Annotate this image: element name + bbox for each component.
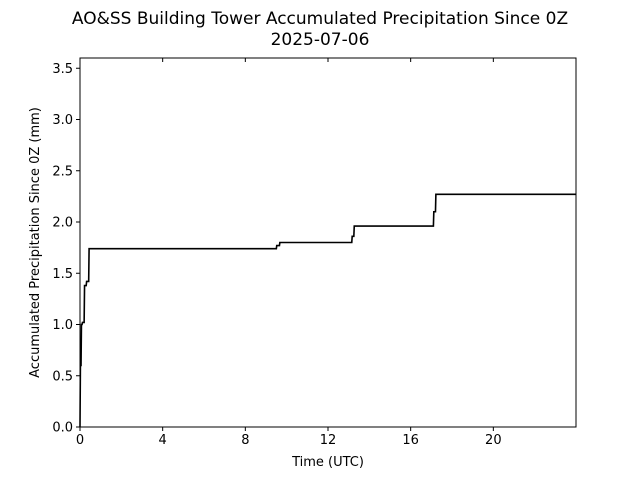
plot-frame <box>79 57 577 428</box>
y-tick-label: 3.0 <box>52 113 73 128</box>
x-tick-label: 0 <box>76 433 84 448</box>
x-tick-label: 4 <box>159 433 167 448</box>
x-tick-label: 20 <box>485 433 502 448</box>
x-axis-label: Time (UTC) <box>291 455 364 470</box>
x-tick-label: 16 <box>402 433 419 448</box>
tick-group: 0 4 8 12 16 20 0.0 0.5 1.0 1.5 2.0 2.5 3.0 3.5 <box>52 58 502 448</box>
x-tick-label: 8 <box>241 433 249 448</box>
y-tick-label: 3.5 <box>52 62 73 77</box>
y-tick-label: 0.0 <box>52 421 73 436</box>
y-tick-label: 2.0 <box>52 216 73 231</box>
x-tick-label: 12 <box>320 433 337 448</box>
series-line <box>79 193 576 428</box>
chart-subtitle: 2025-07-06 <box>271 30 370 50</box>
y-tick-label: 0.5 <box>52 369 73 384</box>
y-tick-label: 1.5 <box>52 267 73 282</box>
y-tick-label: 1.0 <box>52 318 73 333</box>
y-tick-label: 2.5 <box>52 164 73 179</box>
chart-title: AO&SS Building Tower Accumulated Precipi… <box>72 9 568 29</box>
y-axis-label: Accumulated Precipitation Since 0Z (mm) <box>28 107 43 378</box>
